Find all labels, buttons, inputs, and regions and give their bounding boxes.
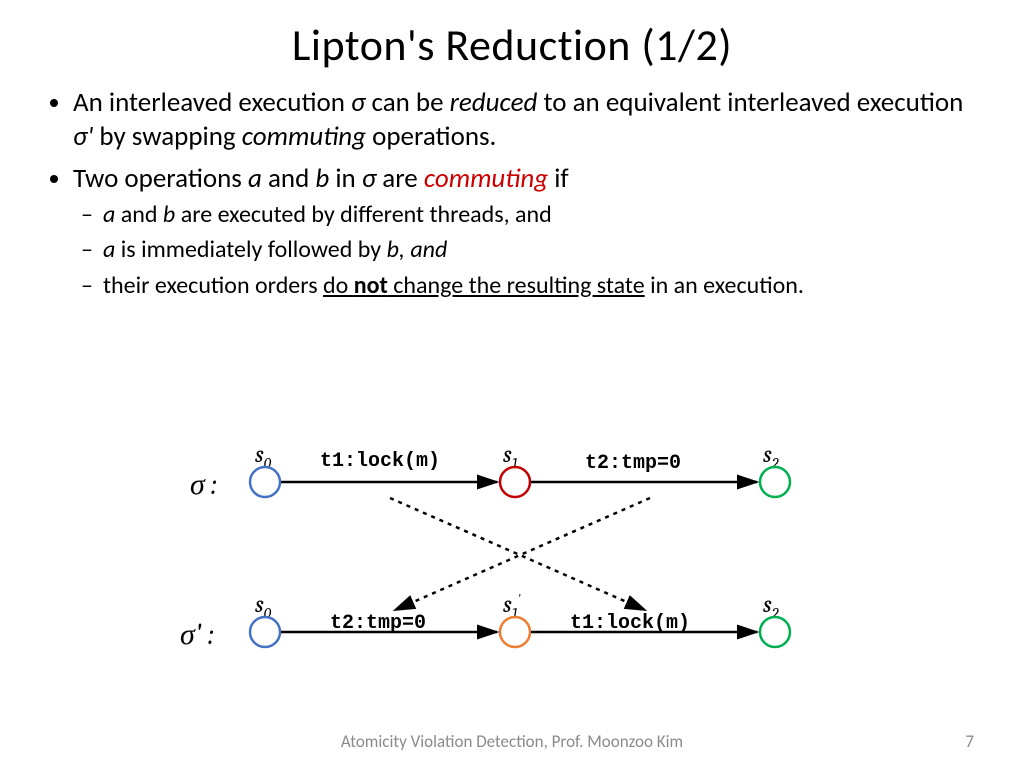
state-diagram: σ : σ' : s0 s1 s2 s0 s1' s2 t1:lock(m) t… bbox=[195, 432, 895, 702]
cross-arrow-1 bbox=[390, 498, 645, 610]
text: not bbox=[354, 271, 388, 300]
text: are bbox=[376, 162, 424, 195]
sub-bullet-2: a is immediately followed by b, and bbox=[103, 234, 979, 265]
text: by swapping bbox=[93, 120, 241, 153]
text: b bbox=[315, 162, 329, 195]
text: reduced bbox=[450, 86, 538, 119]
text: to an equivalent interleaved execution bbox=[537, 86, 963, 119]
text: change the resulting state bbox=[388, 271, 645, 300]
node-s2-top bbox=[760, 467, 790, 497]
text: do bbox=[323, 271, 354, 300]
sub-bullet-1: a and b are executed by different thread… bbox=[103, 199, 979, 230]
slide-title: Lipton's Reduction (1/2) bbox=[45, 18, 979, 72]
footer-text: Atomicity Violation Detection, Prof. Moo… bbox=[0, 731, 1024, 752]
node-s0-top bbox=[250, 467, 280, 497]
bullet-2: Two operations a and b in σ are commutin… bbox=[73, 162, 979, 301]
bullet-list: An interleaved execution σ can be reduce… bbox=[45, 86, 979, 301]
text: σ bbox=[351, 86, 365, 119]
text: can be bbox=[365, 86, 449, 119]
text: operations. bbox=[366, 120, 496, 153]
text: σ bbox=[362, 162, 376, 195]
diagram-svg bbox=[195, 432, 895, 702]
text: b, and bbox=[387, 235, 448, 264]
text: a bbox=[103, 235, 115, 264]
node-s1p-bot bbox=[500, 617, 530, 647]
text: a bbox=[103, 200, 115, 229]
text: Two operations bbox=[73, 162, 248, 195]
page-number: 7 bbox=[965, 731, 974, 752]
node-s2-bot bbox=[760, 617, 790, 647]
node-s1-top bbox=[500, 467, 530, 497]
text: a bbox=[248, 162, 262, 195]
text: if bbox=[548, 162, 569, 195]
cross-arrow-2 bbox=[395, 498, 650, 610]
sub-bullet-list: a and b are executed by different thread… bbox=[73, 199, 979, 301]
text: in an execution. bbox=[645, 271, 804, 300]
text: commuting bbox=[424, 162, 548, 195]
sub-bullet-3: their execution orders do not change the… bbox=[103, 270, 979, 301]
text: An interleaved execution bbox=[73, 86, 351, 119]
text: and bbox=[115, 200, 163, 229]
text: is immediately followed by bbox=[115, 235, 386, 264]
node-s0-bot bbox=[250, 617, 280, 647]
bullet-1: An interleaved execution σ can be reduce… bbox=[73, 86, 979, 154]
text: b bbox=[163, 200, 175, 229]
text: commuting bbox=[242, 120, 366, 153]
text: and bbox=[262, 162, 316, 195]
text: σ' bbox=[73, 120, 93, 153]
text: in bbox=[329, 162, 362, 195]
text: are executed by different threads, and bbox=[175, 200, 552, 229]
text: their execution orders bbox=[103, 271, 323, 300]
